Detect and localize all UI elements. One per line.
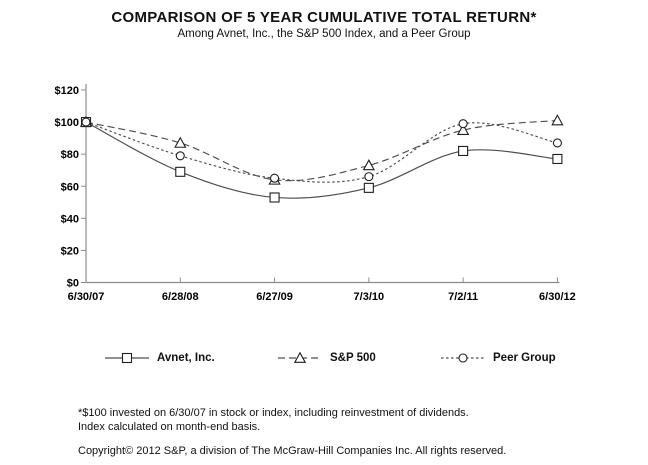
avnet-inc-marker <box>175 166 186 177</box>
y-axis-tick-label: $120 <box>55 85 79 97</box>
chart-subtitle: Among Avnet, Inc., the S&P 500 Index, an… <box>177 28 471 40</box>
chart-title: COMPARISON OF 5 YEAR CUMULATIVE TOTAL RE… <box>111 9 537 26</box>
peer-group-marker <box>270 173 280 183</box>
avnet-inc-marker <box>269 192 280 203</box>
avnet-series-swatch-icon <box>105 352 149 364</box>
legend-label-avnet: Avnet, Inc. <box>157 352 215 364</box>
s-p-500-marker <box>174 136 187 148</box>
y-axis-tick-label: $40 <box>61 213 79 225</box>
footnote-line-1: *$100 invested on 6/30/07 in stock or in… <box>78 407 469 419</box>
legend-triangle-marker-icon <box>293 352 307 363</box>
avnet-inc-marker <box>363 182 374 193</box>
legend-square-marker-icon <box>121 352 133 364</box>
s-p-500-marker <box>551 114 564 126</box>
legend-item-sp500: S&P 500 <box>277 350 376 366</box>
y-axis-tick-label: $60 <box>61 181 79 193</box>
x-axis-tick-label: 7/2/11 <box>448 291 478 303</box>
legend-circle-marker-icon <box>458 353 468 363</box>
avnet-inc-marker <box>458 145 469 157</box>
legend-label-peer-group: Peer Group <box>493 352 556 364</box>
legend-label-sp500: S&P 500 <box>330 352 376 364</box>
avnet-inc-marker <box>552 153 563 165</box>
copyright-text: Copyright© 2012 S&P, a division of The M… <box>78 445 507 457</box>
y-axis-tick-label: $0 <box>67 278 79 290</box>
peer-group-marker <box>364 172 374 182</box>
legend-item-avnet: Avnet, Inc. <box>104 350 215 366</box>
series-line-peer-group <box>85 121 558 183</box>
s-p-500-marker <box>362 159 375 171</box>
x-axis-tick-label: 6/30/12 <box>539 291 576 303</box>
x-axis-tick-label: 7/3/10 <box>354 291 385 303</box>
footnote-line-2: Index calculated on month-end basis. <box>78 420 261 433</box>
peer-group-marker <box>458 119 468 129</box>
peer-group-marker <box>552 138 562 148</box>
series-line-avnet-inc <box>85 121 558 199</box>
sp500-series-swatch-icon <box>278 352 322 363</box>
x-axis-tick-label: 6/28/08 <box>162 291 199 303</box>
x-axis-tick-label: 6/30/07 <box>68 291 105 303</box>
series-line-s-p-500 <box>85 119 558 182</box>
peer-group-marker <box>81 117 91 127</box>
y-axis-tick-label: $80 <box>61 149 79 161</box>
peer-group-series-swatch-icon <box>441 353 485 363</box>
legend-item-peer-group: Peer Group <box>440 350 556 366</box>
peer-group-marker <box>175 151 185 161</box>
x-axis-tick-label: 6/27/09 <box>256 291 293 303</box>
y-axis-tick-label: $100 <box>55 117 79 129</box>
footnote-text: *$100 invested on 6/30/07 in stock or in… <box>78 407 469 434</box>
s-p-500-marker <box>456 123 470 135</box>
y-axis-tick-label: $20 <box>61 245 79 257</box>
